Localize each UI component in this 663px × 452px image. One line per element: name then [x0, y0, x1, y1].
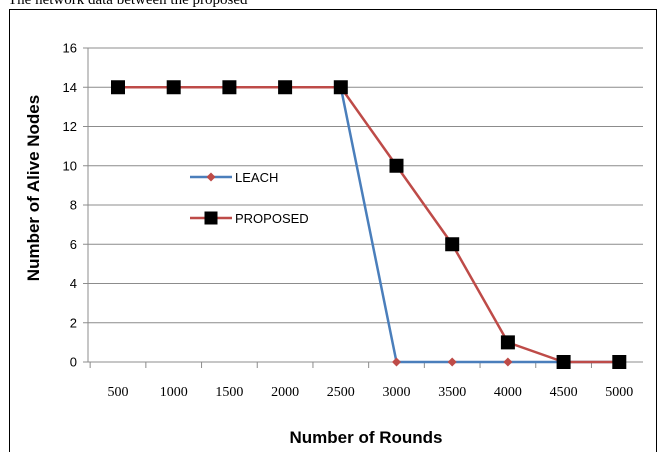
- y-tick-label: 8: [70, 198, 77, 213]
- x-tick-label: 2500: [327, 385, 355, 400]
- x-tick-label: 4500: [550, 385, 578, 400]
- y-tick-label: 12: [63, 119, 77, 134]
- data-point-proposed: [445, 237, 460, 252]
- x-tick-label: 500: [108, 385, 129, 400]
- y-tick-label: 6: [70, 237, 77, 252]
- x-axis-ticks: 500 1000 1500 2000 2500 3000 3500 4000 4500 5000: [89, 362, 633, 400]
- x-tick-label: 4000: [494, 385, 522, 400]
- data-point-leach: [503, 357, 513, 367]
- legend-swatch-marker: [206, 172, 216, 182]
- x-tick-label: 3000: [383, 385, 411, 400]
- series-lines: [118, 86, 620, 364]
- legend: LEACH PROPOSED: [190, 170, 309, 226]
- y-tick-label: 10: [63, 158, 77, 173]
- x-tick-label: 1000: [160, 385, 188, 400]
- legend-swatch-marker: [204, 211, 218, 225]
- x-tick-label: 1500: [215, 385, 243, 400]
- data-point-proposed: [278, 80, 293, 95]
- series-markers: [111, 80, 627, 369]
- y-tick-label: 4: [70, 276, 77, 291]
- x-axis-title: Number of Rounds: [290, 428, 443, 447]
- x-tick-label: 2000: [271, 385, 299, 400]
- data-point-leach: [392, 357, 401, 367]
- data-point-proposed: [612, 355, 627, 369]
- data-point-proposed: [166, 80, 181, 95]
- y-axis-ticks: 0 2 4 6 8 10 12 14 16: [63, 41, 88, 370]
- legend-label: PROPOSED: [235, 211, 309, 226]
- x-tick-label: 3500: [438, 385, 466, 400]
- legend-label: LEACH: [235, 170, 278, 185]
- x-tick-label: 5000: [605, 385, 633, 400]
- y-axis-title: Number of Alive Nodes: [24, 95, 43, 281]
- data-point-leach: [447, 357, 457, 367]
- data-point-proposed: [500, 335, 515, 350]
- y-tick-label: 2: [70, 315, 77, 330]
- data-point-proposed: [222, 80, 237, 95]
- y-tick-label: 14: [63, 80, 77, 95]
- figure-caption-fragment: The network data between the proposed: [8, 0, 248, 8]
- series-line-proposed: [118, 86, 620, 364]
- data-point-proposed: [389, 158, 404, 173]
- data-point-proposed: [333, 80, 348, 95]
- data-point-proposed: [556, 355, 571, 369]
- y-tick-label: 16: [63, 41, 77, 56]
- data-point-proposed: [111, 80, 125, 95]
- y-tick-label: 0: [70, 355, 77, 370]
